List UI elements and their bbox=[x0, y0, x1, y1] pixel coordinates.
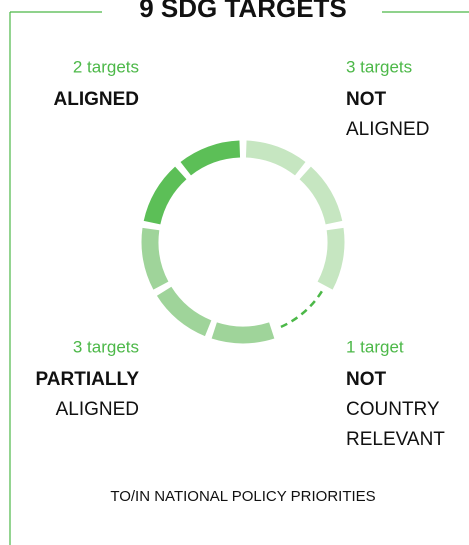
donut-segment bbox=[277, 290, 323, 330]
segment-label: ALIGNED bbox=[54, 89, 140, 110]
segment-label: COUNTRY bbox=[346, 399, 440, 420]
segment-count: 3 targets bbox=[73, 337, 139, 356]
donut-segment bbox=[299, 166, 343, 225]
segment-label: RELEVANT bbox=[346, 429, 445, 450]
donut-segment bbox=[180, 140, 241, 176]
footer: TO/IN NATIONAL POLICY PRIORITIES bbox=[110, 488, 375, 505]
segment-label: NOT bbox=[346, 89, 387, 110]
donut-segment bbox=[245, 140, 306, 176]
segment-count: 2 targets bbox=[73, 57, 139, 76]
donut-segment bbox=[211, 322, 275, 344]
segment-label: PARTIALLY bbox=[36, 369, 140, 390]
segment-label: NOT bbox=[346, 369, 387, 390]
donut-segment bbox=[317, 227, 345, 290]
segment-label: ALIGNED bbox=[56, 399, 139, 420]
segment-count: 1 target bbox=[346, 337, 404, 356]
segment-count: 3 targets bbox=[346, 57, 412, 76]
segment-label: ALIGNED bbox=[346, 119, 429, 140]
donut-segment bbox=[156, 286, 212, 337]
donut-segment bbox=[141, 227, 169, 290]
title: 9 SDG TARGETS bbox=[139, 0, 347, 23]
donut-segment bbox=[143, 166, 187, 225]
